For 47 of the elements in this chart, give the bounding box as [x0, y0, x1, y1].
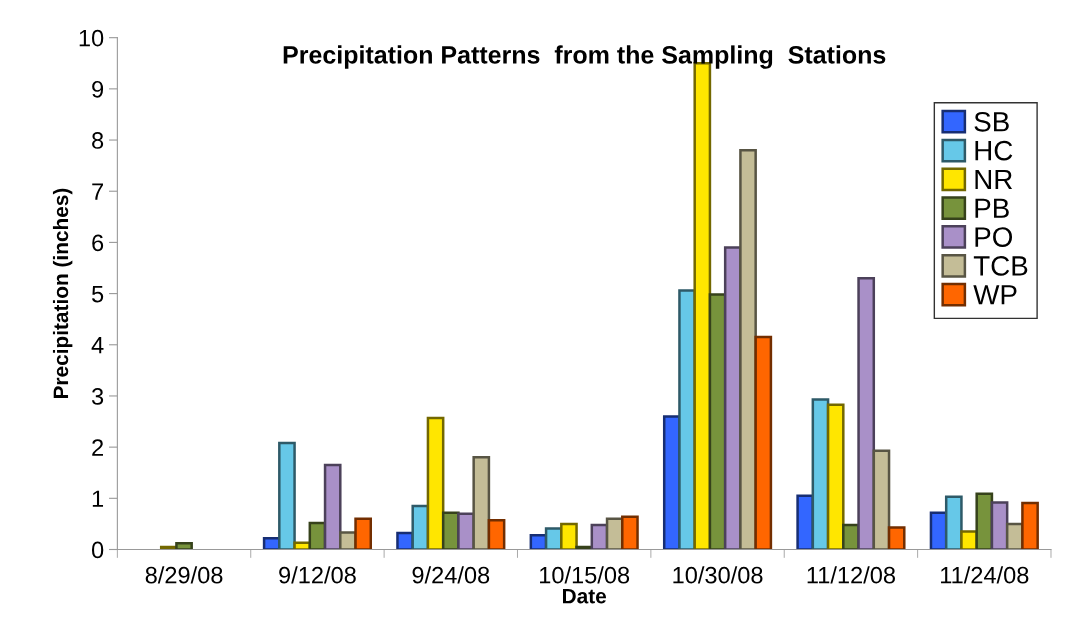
bar [175, 542, 193, 550]
y-tick-label: 8 [92, 132, 104, 149]
x-tick-label: 11/24/08 [941, 566, 1029, 584]
x-tick-label: 8/29/08 [145, 566, 223, 584]
x-tick-label: 10/30/08 [673, 566, 763, 584]
y-tick-label: 7 [92, 183, 103, 200]
y-tick-label: 10 [79, 29, 104, 47]
y-tick-label: 6 [92, 234, 104, 252]
x-axis-title: Date [563, 588, 607, 604]
bar [278, 441, 296, 550]
bar [887, 526, 906, 550]
legend-label: SB [974, 111, 1009, 132]
y-tick-label: 5 [91, 285, 104, 303]
y-tick-label: 3 [91, 388, 104, 405]
y-axis-title: Precipitation (inches) [52, 188, 73, 399]
bar [472, 456, 491, 550]
bar [944, 495, 963, 550]
bar [872, 449, 891, 550]
bar [857, 276, 876, 550]
legend-label: HC [975, 140, 1013, 161]
bar [426, 416, 445, 550]
x-tick-label: 10/15/08 [540, 566, 630, 584]
bar [754, 335, 773, 550]
legend-label: PB [975, 198, 1009, 218]
bar [739, 149, 757, 550]
legend-label: NR [975, 169, 1013, 189]
bar [826, 403, 845, 550]
bar [990, 501, 1009, 550]
y-tick-label: 1 [92, 490, 104, 507]
bar [975, 492, 994, 550]
bar [1021, 501, 1039, 550]
x-tick-label: 9/12/08 [279, 566, 356, 584]
y-tick-label: 4 [91, 337, 104, 354]
bar [487, 519, 506, 550]
bar [354, 517, 373, 550]
chart-title: Precipitation Patterns from the Sampling Stations [283, 45, 886, 69]
bar [560, 522, 578, 550]
x-tick-label: 9/24/08 [412, 566, 490, 584]
y-tick-label: 2 [92, 439, 103, 456]
x-tick-label: 11/12/08 [807, 566, 895, 584]
y-tick-label: 0 [91, 541, 104, 559]
legend-label: TCB [973, 256, 1028, 276]
y-tick-label: 9 [92, 80, 104, 98]
bar [621, 515, 639, 550]
bar [323, 463, 342, 550]
legend-label: PO [975, 227, 1013, 247]
legend-label: WP [973, 285, 1017, 305]
